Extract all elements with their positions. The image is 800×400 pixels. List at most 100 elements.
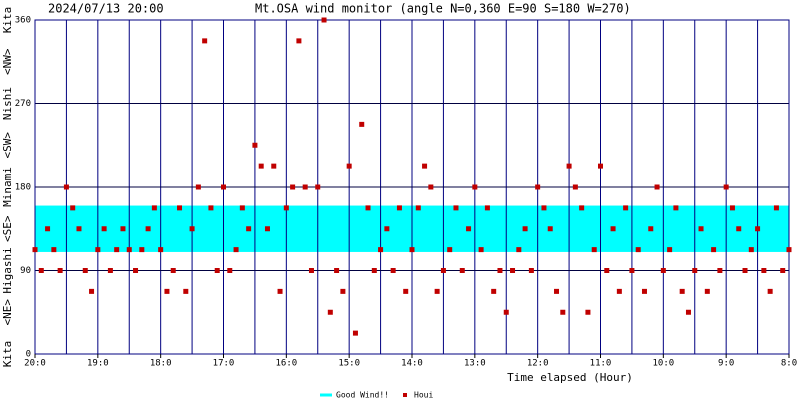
wind-point (629, 268, 635, 273)
wind-point (422, 163, 428, 169)
wind-point (258, 163, 264, 169)
wind-point (522, 226, 528, 232)
wind-point (434, 288, 440, 294)
wind-point (89, 288, 95, 294)
wind-point (384, 226, 390, 232)
y-tick-label: 90 (20, 266, 31, 276)
wind-point (773, 205, 779, 211)
wind-point (264, 226, 270, 232)
wind-point (51, 247, 57, 253)
wind-point (158, 247, 164, 253)
wind-point (685, 309, 691, 315)
wind-point (76, 226, 82, 232)
wind-point (786, 247, 792, 253)
wind-point (440, 268, 446, 273)
wind-point (315, 184, 321, 190)
wind-point (352, 330, 358, 336)
wind-point (183, 288, 189, 294)
wind-point (189, 226, 195, 232)
wind-point (340, 288, 346, 294)
wind-point (472, 184, 478, 190)
wind-point (32, 247, 38, 253)
wind-point (748, 247, 754, 253)
wind-point (409, 247, 415, 253)
wind-point (246, 226, 252, 232)
wind-point (547, 226, 553, 232)
wind-point (415, 205, 421, 211)
wind-point (334, 268, 340, 273)
y-axis-label: Higashi (1, 247, 14, 293)
wind-point (378, 247, 384, 253)
wind-point (478, 247, 484, 253)
wind-point (604, 268, 610, 273)
legend-label: Good Wind!! (336, 391, 389, 400)
wind-point (252, 142, 258, 148)
wind-point (371, 268, 377, 273)
x-tick-label: 18:0 (150, 359, 172, 369)
y-axis-label: Minami (1, 167, 14, 207)
wind-point (290, 184, 296, 190)
wind-point (302, 184, 308, 190)
wind-point (308, 268, 314, 273)
wind-point (139, 247, 145, 253)
wind-point (177, 205, 183, 211)
wind-point (214, 268, 220, 273)
wind-point (45, 226, 51, 232)
wind-point (591, 247, 597, 253)
wind-point (202, 38, 208, 44)
wind-point (554, 288, 560, 294)
wind-point (711, 247, 717, 253)
wind-point (396, 205, 402, 211)
y-axis-label: Kita (1, 7, 14, 34)
wind-point (195, 184, 201, 190)
wind-point (516, 247, 522, 253)
x-tick-label: 13:0 (464, 359, 486, 369)
wind-point (667, 247, 673, 253)
wind-point (453, 205, 459, 211)
y-tick-label: 360 (15, 16, 31, 26)
wind-point (114, 247, 120, 253)
y-tick-label: 0 (26, 350, 31, 360)
wind-point (133, 268, 139, 273)
wind-point (572, 184, 578, 190)
wind-point (623, 205, 629, 211)
wind-point (107, 268, 113, 273)
y-axis-label: <NE> (1, 299, 14, 326)
x-tick-label: 10:0 (652, 359, 674, 369)
wind-point (654, 184, 660, 190)
x-tick-label: 11:0 (590, 359, 612, 369)
wind-point (63, 184, 69, 190)
wind-point (459, 268, 465, 273)
wind-point (233, 247, 239, 253)
wind-point (491, 288, 497, 294)
wind-point (698, 226, 704, 232)
y-axis-label: <SE> (1, 215, 14, 242)
chart-title: Mt.OSA wind monitor (angle N=0,360 E=90 … (255, 2, 631, 16)
timestamp: 2024/07/13 20:00 (48, 2, 164, 16)
wind-point (164, 288, 170, 294)
wind-point (126, 247, 132, 253)
wind-point (151, 205, 157, 211)
wind-point (82, 268, 88, 273)
wind-point (729, 205, 735, 211)
wind-point (466, 226, 472, 232)
x-tick-label: 15:0 (338, 359, 360, 369)
wind-point (541, 205, 547, 211)
wind-point (390, 268, 396, 273)
wind-point (271, 163, 277, 169)
wind-point (742, 268, 748, 273)
wind-point (70, 205, 76, 211)
y-axis-label: <SW> (1, 132, 14, 159)
wind-point (755, 226, 761, 232)
wind-point (403, 288, 409, 294)
y-axis-label: <NW> (1, 48, 14, 75)
wind-point (170, 268, 176, 273)
wind-point (221, 184, 226, 190)
wind-point (598, 163, 603, 169)
wind-point (484, 205, 490, 211)
wind-point (447, 247, 453, 253)
x-tick-label: 19:0 (87, 359, 109, 369)
wind-point (535, 184, 541, 190)
